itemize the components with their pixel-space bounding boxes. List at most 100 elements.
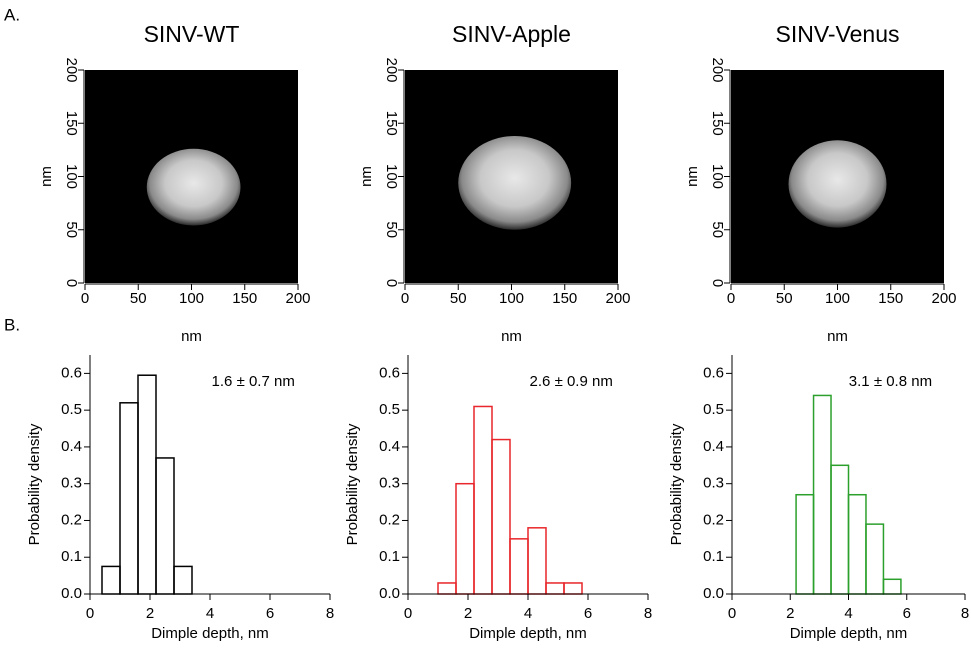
y-tick-label: 0.6 xyxy=(379,364,400,381)
y-tick-label: 0.3 xyxy=(61,475,82,492)
bar xyxy=(437,582,457,595)
x-tick-label: 8 xyxy=(644,605,652,622)
y-tick-label: 50 xyxy=(63,221,80,238)
x-tick-label: 0 xyxy=(401,290,409,307)
y-tick-label: 0.5 xyxy=(379,401,400,418)
y-tick-label: 0.4 xyxy=(61,438,82,455)
y-axis-label: nm xyxy=(358,166,375,187)
x-axis-label: Dimple depth, nm xyxy=(469,625,587,642)
bar xyxy=(563,582,583,595)
bar xyxy=(119,402,139,595)
y-axis-label: Probability density xyxy=(26,423,43,545)
x-tick-label: 6 xyxy=(266,605,274,622)
x-tick-label: 100 xyxy=(825,290,850,307)
y-tick-label: 0.0 xyxy=(379,585,400,602)
x-tick-label: 50 xyxy=(776,290,793,307)
y-tick-label: 200 xyxy=(63,57,80,82)
x-tick-label: 4 xyxy=(206,605,214,622)
y-tick-label: 0.3 xyxy=(703,475,724,492)
x-axis-label: nm xyxy=(181,328,202,345)
x-tick-label: 100 xyxy=(499,290,524,307)
annotation: 3.1 ± 0.8 nm xyxy=(849,373,932,390)
y-tick-label: 0.1 xyxy=(379,548,400,565)
y-tick-label: 50 xyxy=(709,221,726,238)
bar xyxy=(173,565,193,595)
y-tick-label: 0.2 xyxy=(703,511,724,528)
x-tick-label: 50 xyxy=(450,290,467,307)
x-tick-label: 0 xyxy=(86,605,94,622)
y-tick-label: 0.1 xyxy=(61,548,82,565)
y-tick-label: 0.3 xyxy=(379,475,400,492)
y-tick-label: 50 xyxy=(383,221,400,238)
y-tick-label: 0.4 xyxy=(703,438,724,455)
bar xyxy=(473,405,493,595)
x-tick-label: 8 xyxy=(326,605,334,622)
y-axis-label: Probability density xyxy=(344,423,361,545)
bar xyxy=(137,374,157,595)
x-tick-label: 200 xyxy=(605,290,630,307)
y-tick-label: 0.1 xyxy=(703,548,724,565)
x-tick-label: 200 xyxy=(285,290,310,307)
y-tick-label: 0.0 xyxy=(703,585,724,602)
y-tick-label: 150 xyxy=(63,111,80,136)
x-tick-label: 4 xyxy=(844,605,852,622)
y-tick-label: 200 xyxy=(383,57,400,82)
annotation: 1.6 ± 0.7 nm xyxy=(212,373,295,390)
bar xyxy=(509,538,529,595)
y-tick-label: 0 xyxy=(383,279,400,287)
y-axis-label: Probability density xyxy=(668,423,685,545)
bar xyxy=(882,578,902,595)
y-tick-label: 0.6 xyxy=(61,364,82,381)
x-tick-label: 6 xyxy=(584,605,592,622)
chart-title: SINV-Venus xyxy=(775,21,899,47)
y-axis-label: nm xyxy=(684,166,701,187)
y-tick-label: 0.0 xyxy=(61,585,82,602)
chart-title: SINV-WT xyxy=(144,21,240,47)
bar xyxy=(812,394,832,595)
bar xyxy=(865,523,885,595)
y-tick-label: 0.5 xyxy=(703,401,724,418)
x-axis-label: Dimple depth, nm xyxy=(790,625,908,642)
annotation: 2.6 ± 0.9 nm xyxy=(530,373,613,390)
x-tick-label: 200 xyxy=(931,290,956,307)
y-tick-label: 150 xyxy=(383,111,400,136)
x-tick-label: 8 xyxy=(961,605,969,622)
x-tick-label: 0 xyxy=(404,605,412,622)
x-tick-label: 0 xyxy=(728,605,736,622)
x-tick-label: 0 xyxy=(81,290,89,307)
x-tick-label: 2 xyxy=(146,605,154,622)
x-tick-label: 50 xyxy=(130,290,147,307)
y-tick-label: 0.5 xyxy=(61,401,82,418)
y-tick-label: 100 xyxy=(63,164,80,189)
y-tick-label: 0 xyxy=(709,279,726,287)
x-tick-label: 100 xyxy=(179,290,204,307)
bar xyxy=(101,565,121,595)
y-tick-label: 0 xyxy=(63,279,80,287)
virus-particle xyxy=(146,148,241,226)
x-tick-label: 150 xyxy=(552,290,577,307)
panel-label: B. xyxy=(4,315,20,334)
x-axis-label: nm xyxy=(501,328,522,345)
x-axis-label: Dimple depth, nm xyxy=(151,625,269,642)
bar xyxy=(527,527,547,595)
x-tick-label: 6 xyxy=(903,605,911,622)
bar xyxy=(830,464,850,595)
y-tick-label: 100 xyxy=(709,164,726,189)
y-tick-label: 100 xyxy=(383,164,400,189)
bar xyxy=(847,493,867,595)
panel-label: A. xyxy=(4,5,20,24)
y-axis-label: nm xyxy=(38,166,55,187)
virus-particle xyxy=(788,140,887,228)
x-axis-label: nm xyxy=(827,328,848,345)
bar xyxy=(545,582,565,595)
x-tick-label: 4 xyxy=(524,605,532,622)
x-tick-label: 150 xyxy=(878,290,903,307)
y-tick-label: 0.6 xyxy=(703,364,724,381)
virus-particle xyxy=(458,136,572,230)
chart-title: SINV-Apple xyxy=(452,21,571,47)
x-tick-label: 2 xyxy=(464,605,472,622)
bar xyxy=(455,482,475,595)
y-tick-label: 0.2 xyxy=(379,511,400,528)
bar xyxy=(795,493,815,595)
